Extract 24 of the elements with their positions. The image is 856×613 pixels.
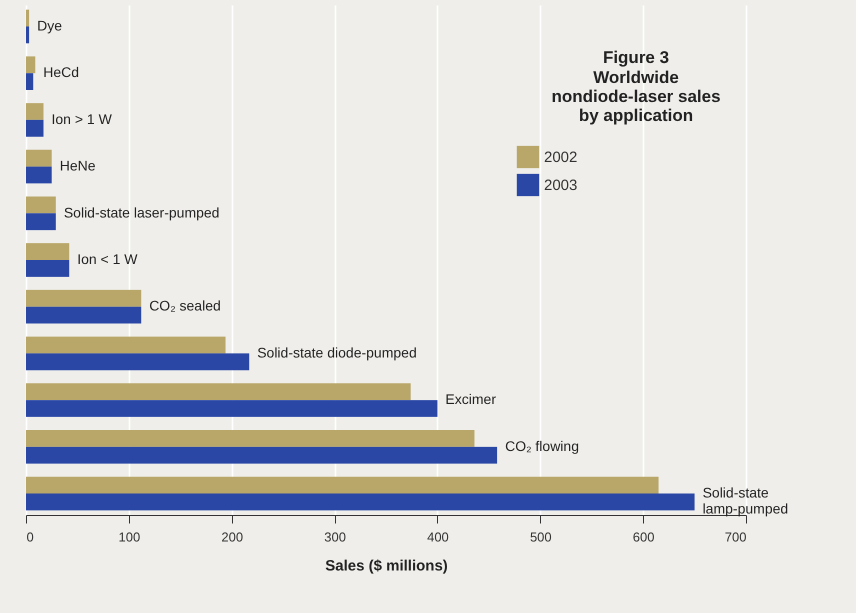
y-tick-label: Ion < 1 W bbox=[77, 251, 138, 267]
y-tick-label: Excimer bbox=[445, 391, 496, 408]
y-tick-label: HeNe bbox=[60, 158, 96, 174]
y-tick-label: CO₂ sealed bbox=[149, 298, 221, 314]
x-tick-label: 200 bbox=[221, 530, 244, 544]
legend-label: 2003 bbox=[544, 177, 578, 194]
text: Figure 3 bbox=[602, 48, 670, 67]
x-tick-label: 300 bbox=[324, 530, 346, 544]
y-tick-label: CO₂ flowing bbox=[505, 438, 579, 454]
x-tick-label: 0 bbox=[26, 530, 34, 544]
x-tick-label: 100 bbox=[118, 530, 140, 544]
x-axis-title: Sales ($ millions) bbox=[325, 558, 448, 574]
legend-label: 2002 bbox=[544, 149, 578, 166]
x-tick-label: 700 bbox=[724, 530, 746, 544]
y-tick-label: Ion > 1 W bbox=[51, 110, 113, 127]
y-tick-label: Solid-state lamp-pumped bbox=[702, 484, 788, 517]
x-tick-label: 600 bbox=[632, 530, 654, 544]
y-tick-label: Dye bbox=[37, 17, 62, 34]
y-tick-label: Solid-state diode-pumped bbox=[257, 344, 417, 360]
x-tick-label: 500 bbox=[530, 530, 552, 544]
x-tick-label: 400 bbox=[427, 530, 449, 544]
y-tick-label: Solid-state laser-pumped bbox=[64, 204, 220, 220]
text: Worldwide nondiode-laser sales by application bbox=[551, 68, 721, 125]
y-tick-label: HeCd bbox=[43, 64, 80, 80]
